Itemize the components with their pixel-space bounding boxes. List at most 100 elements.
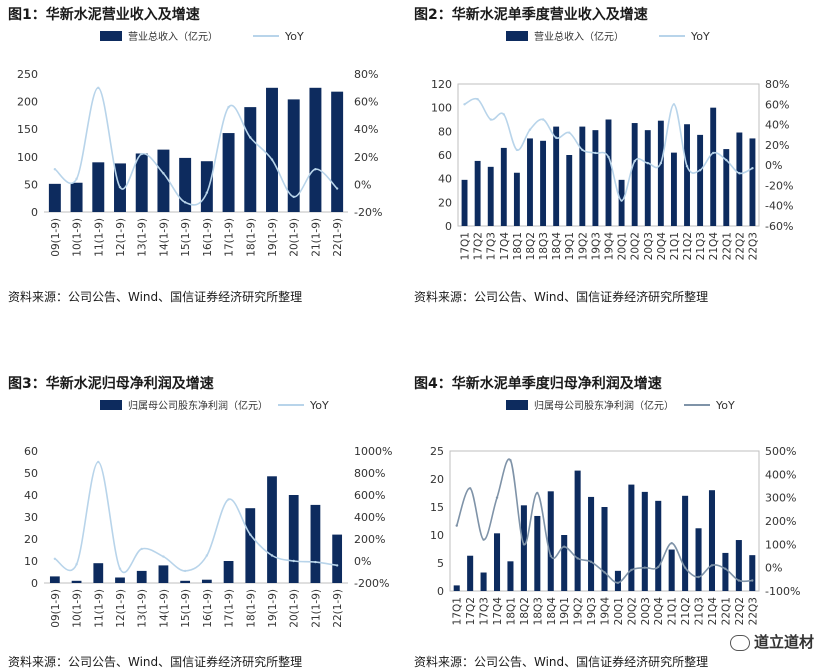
- y2-tick-label: 600%: [354, 489, 385, 502]
- x-tick-label: 19Q1: [564, 232, 576, 260]
- bar: [618, 179, 625, 226]
- x-tick-label: 17(1-9): [224, 218, 236, 257]
- bar: [697, 134, 704, 226]
- y2-tick-label: 40%: [765, 119, 789, 132]
- yoy-point: [751, 166, 754, 170]
- y-tick-label: 20: [24, 533, 38, 546]
- yoy-point: [659, 161, 663, 165]
- yoy-point: [724, 567, 727, 571]
- y2-tick-label: 40%: [354, 123, 378, 136]
- x-tick-label: 10(1-9): [72, 218, 84, 257]
- bar: [614, 570, 621, 591]
- yoy-point: [495, 496, 499, 499]
- bar: [736, 132, 743, 226]
- bar: [592, 130, 599, 226]
- yoy-point: [249, 533, 252, 536]
- bar: [48, 183, 61, 212]
- chart-1-svg: 营业总收入（亿元） YoY 0 50 100 150 200 250 -20% 0% 20% 40% 6…: [17, 30, 382, 257]
- yoy-point: [292, 195, 295, 199]
- bar: [500, 147, 507, 226]
- x-tick-label: 21Q1: [667, 597, 679, 625]
- x-tick-label: 19Q3: [586, 597, 598, 625]
- x-tick-label: 22Q1: [721, 232, 733, 260]
- x-tick-label: 20Q1: [613, 597, 625, 625]
- yoy-point: [603, 571, 606, 574]
- bar: [200, 161, 213, 212]
- yoy-point: [183, 201, 187, 204]
- y-tick-label: 50: [24, 467, 38, 480]
- bar: [71, 580, 82, 583]
- y-tick-label: 0: [437, 585, 444, 598]
- yoy-point: [227, 105, 230, 109]
- yoy-point: [455, 524, 458, 527]
- yoy-point: [738, 172, 741, 175]
- watermark: 道立道材: [729, 631, 814, 652]
- bar: [722, 552, 729, 591]
- bar: [135, 153, 148, 212]
- x-tick-label: 17(1-9): [224, 589, 236, 628]
- x-tick-label: 17Q3: [479, 597, 491, 625]
- x-tick-label: 18(1-9): [245, 218, 257, 257]
- yoy-point: [489, 118, 492, 121]
- yoy-point: [118, 567, 122, 570]
- x-tick-label: 20Q3: [640, 597, 652, 625]
- x-tick-label: 13(1-9): [137, 218, 149, 257]
- chart-panel-3: 图3：华新水泥归母净利润及增速 归属母公司股东净利润（亿元） YoY 0 10 20 30…: [8, 373, 408, 671]
- legend-bar-swatch: [506, 31, 528, 41]
- y2-tick-label: 800%: [354, 467, 385, 480]
- yoy-point: [737, 579, 741, 582]
- chart-panel-4: 图4：华新水泥单季度归母净利润及增速 归属母公司股东净利润（亿元） YoY 0 5 10…: [414, 373, 814, 671]
- legend-bar-swatch: [100, 31, 122, 41]
- bar: [244, 107, 257, 212]
- bar: [695, 528, 702, 591]
- chart-title: 图4：华新水泥单季度归母净利润及增速: [414, 376, 662, 392]
- yoy-point: [528, 128, 532, 131]
- y-tick-label: 200: [17, 96, 38, 109]
- x-tick-label: 13(1-9): [137, 589, 149, 628]
- yoy-point: [589, 560, 593, 564]
- bar: [684, 124, 690, 226]
- y2-tick-label: -20%: [765, 179, 793, 192]
- bar: [547, 491, 554, 591]
- y2-tick-label: -20%: [354, 206, 382, 219]
- x-tick-label: 18Q1: [512, 232, 524, 260]
- legend-bar-swatch: [100, 400, 122, 410]
- x-tick-label: 19Q4: [604, 232, 616, 261]
- yoy-point: [53, 168, 57, 171]
- legend-line-label: YoY: [309, 399, 329, 412]
- x-tick-label: 19Q3: [590, 232, 602, 260]
- bar: [493, 533, 501, 591]
- x-tick-label: 19(1-9): [267, 589, 279, 628]
- bar: [266, 87, 278, 212]
- bar: [93, 563, 104, 583]
- yoy-point: [97, 460, 100, 464]
- x-tick-label: 15(1-9): [180, 218, 192, 257]
- legend-bar-swatch: [506, 400, 528, 410]
- y2-tick-label: 300%: [765, 492, 796, 505]
- wechat-icon: [729, 634, 750, 651]
- bar: [453, 585, 460, 591]
- y-tick-label: 40: [438, 173, 452, 186]
- bar: [222, 133, 235, 212]
- y2-tick-label: 0%: [765, 562, 782, 575]
- yoy-point: [97, 86, 100, 89]
- y-tick-label: 0: [31, 206, 38, 219]
- x-tick-label: 22Q3: [747, 232, 759, 260]
- bar: [201, 579, 212, 583]
- x-tick-label: 20Q2: [630, 232, 642, 260]
- bar: [574, 470, 581, 591]
- y-tick-label: 50: [24, 178, 38, 191]
- yoy-point: [335, 564, 339, 567]
- bar: [331, 91, 344, 212]
- y-tick-label: 10: [24, 555, 38, 568]
- y-tick-label: 25: [430, 445, 444, 458]
- y2-tick-label: 80%: [765, 78, 789, 91]
- bar: [588, 496, 595, 591]
- yoy-point: [522, 543, 526, 546]
- bar: [136, 570, 147, 583]
- x-tick-label: 21(1-9): [310, 589, 322, 628]
- chart-panel-1: 图1：华新水泥营业收入及增速 营业总收入（亿元） YoY 0 50 100 150 200 2…: [8, 4, 408, 304]
- y2-tick-label: 60%: [354, 96, 378, 109]
- bar: [749, 555, 756, 591]
- x-tick-label: 22(1-9): [332, 218, 344, 257]
